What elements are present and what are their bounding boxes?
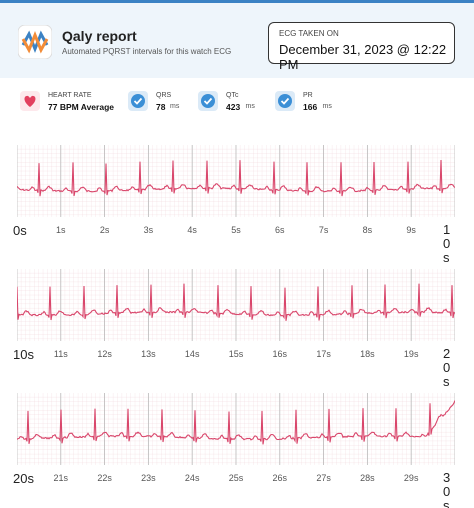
time-label: 16s (272, 349, 288, 359)
ecg-strip (17, 269, 455, 341)
time-label: 14s (184, 349, 200, 359)
check-icon (128, 91, 148, 111)
top-bar (0, 0, 474, 3)
check-icon (275, 91, 295, 111)
time-label: 24s (184, 473, 200, 483)
time-label: 17s (316, 349, 331, 359)
date-box: ECG TAKEN ON December 31, 2023 @ 12:22 P… (268, 22, 455, 72)
time-label: 25s (228, 473, 244, 483)
ecg-strip (17, 393, 455, 465)
metric-unit: ms (245, 103, 255, 110)
time-label: 10s (13, 347, 34, 362)
time-label: 18s (360, 349, 375, 359)
time-label: 15s (228, 349, 244, 359)
ecg-strip (17, 145, 455, 217)
time-label: 2s (99, 225, 110, 235)
metric-value: 423 (226, 102, 241, 112)
time-label: 20s (13, 471, 34, 486)
time-label: 26s (272, 473, 288, 483)
time-label: 11s (53, 349, 68, 359)
heart-icon (20, 91, 40, 111)
check-icon (198, 91, 218, 111)
time-label: 6s (275, 225, 285, 235)
time-label: 29s (403, 473, 419, 483)
time-label: 28s (360, 473, 375, 483)
title: Qaly report (62, 28, 137, 44)
time-label: 5s (231, 225, 241, 235)
time-label: 0s (13, 223, 27, 238)
time-label: 3s (143, 225, 154, 235)
time-label: 21s (53, 473, 69, 483)
time-label: 4s (187, 225, 197, 235)
metric-value: 78 (156, 102, 166, 112)
time-label: 27s (316, 473, 331, 483)
time-label: 20s (443, 346, 451, 389)
time-label: 9s (406, 225, 416, 235)
metric-unit: ms (322, 103, 332, 110)
time-label: 13s (141, 349, 156, 359)
taken-date: December 31, 2023 @ 12:22 PM (279, 42, 447, 72)
metric-label: QRS (156, 92, 172, 99)
taken-label: ECG TAKEN ON (279, 29, 339, 38)
time-label: 12s (97, 349, 112, 359)
time-label: 30s (443, 470, 451, 508)
metric-label: HEART RATE (48, 92, 92, 99)
logo (18, 25, 52, 59)
metric-value: 166 (303, 102, 318, 112)
time-label: 8s (362, 225, 373, 235)
subtitle: Automated PQRST intervals for this watch… (62, 47, 232, 56)
metric-unit: ms (170, 103, 180, 110)
metric-label: QTc (226, 92, 239, 99)
metric-label: PR (303, 92, 313, 99)
time-label: 22s (97, 473, 112, 483)
time-label: 19s (403, 349, 419, 359)
time-label: 7s (318, 225, 329, 235)
time-label: 10s (443, 222, 451, 265)
time-label: 23s (141, 473, 156, 483)
metric-value: 77 BPM Average (48, 102, 114, 112)
time-label: 1s (56, 225, 66, 235)
